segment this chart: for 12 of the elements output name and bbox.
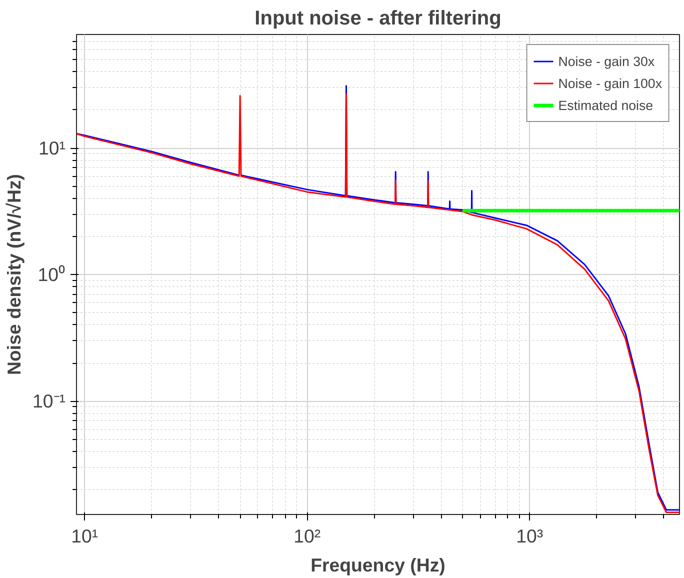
- x-tick-label: 10³: [516, 526, 544, 546]
- y-tick-label: 10¹: [38, 138, 66, 159]
- legend-label: Noise - gain 30x: [558, 54, 655, 68]
- legend-label: Noise - gain 100x: [558, 76, 662, 90]
- x-tick-label: 10¹: [71, 526, 98, 546]
- y-axis-title: Noise density (nV/√Hz): [4, 174, 25, 375]
- legend-label: Estimated noise: [558, 98, 654, 112]
- x-tick-label: 10²: [294, 526, 321, 546]
- x-axis-title: Frequency (Hz): [310, 554, 446, 576]
- y-tick-label: 10⁻¹: [32, 390, 66, 412]
- y-tick-label: 10⁰: [38, 264, 66, 286]
- chart-title: Input noise - after filtering: [254, 8, 502, 30]
